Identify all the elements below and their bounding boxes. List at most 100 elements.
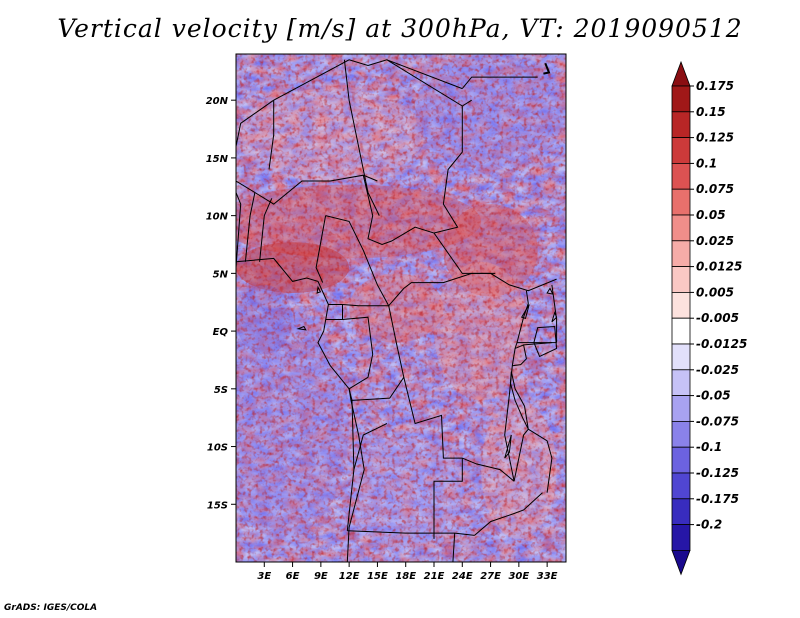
border-line bbox=[523, 342, 552, 346]
grads-credit: GrADS: IGES/COLA bbox=[4, 603, 98, 613]
border-line bbox=[259, 198, 273, 262]
country-borders bbox=[236, 59, 558, 562]
lat-tick-label: 5S bbox=[214, 385, 228, 396]
colorbar-bottom-arrow bbox=[671, 550, 691, 576]
border-line bbox=[325, 215, 390, 306]
colorbar-cell bbox=[671, 369, 691, 396]
border-line bbox=[353, 423, 388, 470]
border-line bbox=[461, 76, 538, 89]
colorbar-label: 0.0125 bbox=[696, 260, 742, 274]
border-line bbox=[236, 192, 242, 268]
colorbar-cell bbox=[671, 214, 691, 242]
border-line bbox=[244, 192, 256, 262]
border-line bbox=[551, 284, 558, 343]
colorbar-cell bbox=[671, 317, 691, 345]
lake-outline bbox=[551, 311, 558, 323]
velocity-hotspots bbox=[236, 54, 566, 562]
lake-outline bbox=[520, 304, 530, 320]
colorbar-label: -0.125 bbox=[696, 466, 739, 480]
colorbar-label: -0.025 bbox=[696, 363, 739, 377]
border-line bbox=[236, 257, 365, 562]
colorbar-cell bbox=[671, 162, 691, 190]
colorbar-cell bbox=[671, 446, 691, 474]
border-line bbox=[386, 59, 463, 90]
map-title: Vertical velocity [m/s] at 300hPa, VT: 2… bbox=[57, 14, 743, 43]
colorbar-label: 0.125 bbox=[696, 131, 734, 145]
border-line bbox=[343, 59, 364, 170]
lon-tick-label: 12E bbox=[339, 571, 360, 582]
colorbar-label: 0.005 bbox=[696, 285, 734, 299]
colorbar-label: 0.175 bbox=[696, 79, 734, 93]
border-line bbox=[347, 530, 475, 536]
colorbar-cell bbox=[671, 240, 691, 268]
lon-tick-label: 27E bbox=[480, 571, 501, 582]
axis-ticks: 20N 15N 10N 5N EQ 5S 10S 15S 3E 6E 9E 12E 15E 18E 21E 2… bbox=[206, 96, 558, 582]
colorbar-cell bbox=[671, 291, 691, 319]
colorbar-label: 0.075 bbox=[696, 182, 734, 196]
colorbar-label: 0.15 bbox=[696, 105, 726, 119]
lat-tick-label: 10S bbox=[207, 443, 228, 454]
colorbar-cell bbox=[671, 137, 691, 164]
colorbar-cell bbox=[671, 395, 691, 422]
colorbar-top-arrow bbox=[671, 60, 691, 87]
border-line bbox=[388, 272, 496, 307]
colorbar-cell bbox=[671, 343, 691, 371]
border-line bbox=[362, 169, 380, 216]
map-frame bbox=[235, 53, 567, 563]
colorbar-cell bbox=[671, 266, 691, 293]
colorbar-label: 0.05 bbox=[696, 208, 726, 222]
lon-tick-label: 18E bbox=[395, 571, 416, 582]
colorbar-cell bbox=[671, 188, 691, 216]
lon-tick-label: 9E bbox=[314, 571, 328, 582]
lon-tick-label: 21E bbox=[424, 571, 445, 582]
colorbar-cell bbox=[671, 472, 691, 500]
border-line bbox=[315, 215, 327, 283]
border-line bbox=[403, 377, 515, 482]
colorbar-label: -0.0125 bbox=[696, 337, 747, 351]
lat-tick-label: 5N bbox=[213, 269, 229, 280]
lon-tick-label: 3E bbox=[257, 571, 271, 582]
colorbar-cell bbox=[671, 420, 691, 448]
lat-tick-label: 10N bbox=[206, 212, 229, 223]
lake-outline bbox=[504, 434, 512, 459]
border-line bbox=[512, 344, 527, 367]
border-line bbox=[433, 458, 463, 539]
lake-outline bbox=[316, 285, 322, 294]
colorbar-label: -0.05 bbox=[696, 389, 731, 403]
colorbar-label: 0.1 bbox=[696, 156, 717, 170]
border-line bbox=[462, 99, 472, 107]
colorbar-label: 0.025 bbox=[696, 234, 734, 248]
colorbar-label: -0.2 bbox=[696, 518, 722, 532]
border-line bbox=[362, 175, 557, 292]
border-line bbox=[268, 100, 275, 170]
colorbar-cell bbox=[671, 524, 691, 551]
map-plot-area bbox=[236, 54, 566, 562]
lake-outline bbox=[546, 287, 554, 295]
colorbar: 0.175 0.15 0.125 0.1 0.075 0.05 0.025 0.0125 0.0… bbox=[671, 60, 747, 576]
lon-tick-label: 15E bbox=[367, 571, 388, 582]
lake-outline bbox=[296, 325, 307, 331]
lake-outline bbox=[509, 371, 529, 430]
colorbar-label: -0.1 bbox=[696, 440, 722, 454]
river-mark bbox=[543, 62, 551, 75]
border-line bbox=[342, 316, 374, 390]
lat-tick-label: 20N bbox=[206, 96, 229, 107]
border-line bbox=[273, 59, 369, 101]
border-line bbox=[328, 304, 389, 307]
border-line bbox=[452, 533, 456, 562]
border-line bbox=[474, 492, 543, 536]
lon-tick-label: 6E bbox=[286, 571, 300, 582]
colorbar-label: -0.175 bbox=[696, 492, 739, 506]
lon-tick-label: 30E bbox=[508, 571, 529, 582]
colorbar-cell bbox=[671, 498, 691, 525]
border-line bbox=[513, 428, 553, 493]
lon-tick-label: 24E bbox=[452, 571, 473, 582]
lon-tick-label: 33E bbox=[537, 571, 558, 582]
colorbar-label: -0.075 bbox=[696, 414, 739, 428]
lat-tick-label: 15S bbox=[207, 500, 228, 511]
lake-outline bbox=[533, 325, 558, 358]
lat-tick-label: 15N bbox=[206, 154, 229, 165]
colorbar-cell bbox=[671, 111, 691, 139]
border-line bbox=[367, 59, 463, 234]
